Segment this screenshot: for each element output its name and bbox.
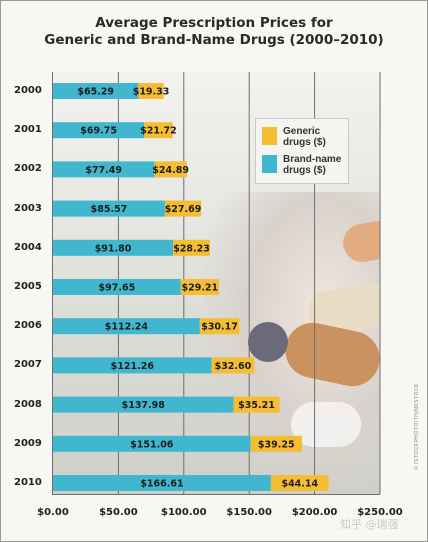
legend-label-brand: Brand-name drugs ($) bbox=[283, 154, 342, 176]
data-label-brand-name: $69.75 bbox=[80, 126, 117, 137]
y-tick-label: 2003 bbox=[14, 202, 42, 214]
y-tick-label: 2009 bbox=[14, 437, 42, 449]
y-tick-label: 2002 bbox=[14, 163, 42, 175]
y-tick-label: 2000 bbox=[14, 85, 42, 96]
y-tick-label: 2008 bbox=[14, 398, 42, 410]
data-label-brand-name: $77.49 bbox=[85, 165, 122, 176]
bar-brand-name bbox=[53, 161, 155, 178]
data-label-generic: $19.33 bbox=[133, 87, 170, 98]
chart-title-line-1: Average Prescription Prices for bbox=[95, 15, 333, 31]
bar-generic bbox=[250, 435, 302, 452]
y-tick-label: 2007 bbox=[14, 359, 42, 371]
bar-brand-name bbox=[53, 83, 139, 99]
bar-brand-name bbox=[53, 435, 251, 452]
x-tick-label: $100.00 bbox=[161, 507, 207, 518]
x-tick-label: $150.00 bbox=[226, 507, 272, 518]
y-tick-label: 2004 bbox=[14, 241, 42, 253]
data-label-brand-name: $112.24 bbox=[105, 322, 149, 333]
bar-generic bbox=[154, 161, 187, 178]
bar-brand-name bbox=[53, 318, 200, 335]
data-label-brand-name: $97.65 bbox=[99, 283, 136, 294]
bar-generic bbox=[211, 357, 255, 374]
y-tick-label: 2001 bbox=[14, 124, 42, 136]
chart-title-line-2: Generic and Brand-Name Drugs (2000–2010) bbox=[44, 32, 384, 48]
bar-brand-name bbox=[53, 122, 145, 139]
legend-swatch-generic bbox=[262, 127, 277, 145]
legend-swatch-brand bbox=[262, 155, 277, 173]
bar-generic bbox=[233, 396, 280, 413]
bar-brand-name bbox=[53, 396, 234, 413]
chart-title: Average Prescription Prices for Generic … bbox=[0, 15, 428, 49]
data-label-generic: $30.17 bbox=[201, 322, 238, 333]
data-label-generic: $28.23 bbox=[173, 243, 210, 254]
data-label-generic: $27.69 bbox=[165, 204, 202, 215]
x-tick-label: $50.00 bbox=[99, 507, 138, 518]
data-label-generic: $39.25 bbox=[258, 439, 295, 450]
data-label-brand-name: $85.57 bbox=[91, 204, 128, 215]
photo-credit: © ISTOCKPHOTO/THINKSTOCK bbox=[414, 383, 420, 470]
data-label-generic: $21.72 bbox=[140, 126, 177, 137]
data-label-brand-name: $151.06 bbox=[130, 439, 174, 450]
bar-generic bbox=[164, 200, 202, 217]
data-label-brand-name: $166.61 bbox=[140, 479, 183, 490]
bar-brand-name bbox=[53, 357, 212, 374]
legend: Generic drugs ($) Brand-name drugs ($) bbox=[255, 118, 349, 184]
y-tick-label: 2005 bbox=[14, 281, 42, 292]
pill-photo-element bbox=[291, 402, 361, 447]
y-tick-label: 2006 bbox=[14, 320, 42, 332]
bar-brand-name bbox=[53, 279, 181, 295]
x-tick-label: $200.00 bbox=[291, 507, 338, 518]
data-label-generic: $44.14 bbox=[281, 479, 318, 490]
bar-brand-name bbox=[53, 239, 174, 256]
data-label-brand-name: $121.26 bbox=[111, 361, 155, 372]
data-label-generic: $32.60 bbox=[215, 361, 252, 372]
data-label-brand-name: $137.98 bbox=[122, 400, 166, 411]
bar-generic bbox=[199, 318, 240, 335]
data-label-generic: $24.89 bbox=[152, 165, 189, 176]
bar-generic bbox=[173, 239, 210, 256]
pill-photo-element bbox=[248, 322, 288, 362]
bar-brand-name bbox=[53, 200, 165, 217]
data-label-brand-name: $65.29 bbox=[77, 87, 114, 98]
y-tick-label: 2010 bbox=[14, 477, 42, 488]
bar-generic bbox=[180, 279, 219, 295]
bar-generic bbox=[270, 475, 329, 491]
bar-generic bbox=[138, 83, 164, 99]
x-tick-label: $250.00 bbox=[357, 507, 403, 518]
data-label-generic: $29.21 bbox=[181, 283, 218, 294]
bar-generic bbox=[144, 122, 173, 139]
watermark: 知乎 @瑞强 bbox=[340, 518, 399, 531]
data-label-generic: $35.21 bbox=[238, 400, 275, 411]
data-label-brand-name: $91.80 bbox=[95, 243, 132, 254]
bar-brand-name bbox=[53, 475, 271, 491]
x-tick-label: $0.00 bbox=[37, 507, 69, 518]
legend-label-generic: Generic drugs ($) bbox=[283, 126, 326, 148]
